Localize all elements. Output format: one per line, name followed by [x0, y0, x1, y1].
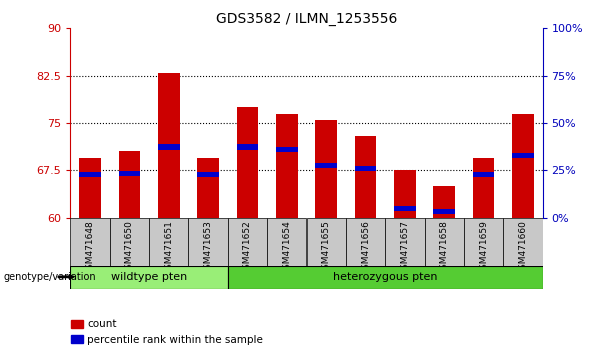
Text: GSM471657: GSM471657: [400, 220, 409, 275]
Bar: [394, 206, 416, 211]
Text: GSM471652: GSM471652: [243, 220, 252, 275]
Text: GSM471648: GSM471648: [86, 220, 94, 275]
Bar: [158, 144, 180, 149]
Bar: [355, 166, 376, 171]
Bar: [306, 218, 346, 267]
Bar: [70, 266, 228, 289]
Text: GSM471654: GSM471654: [283, 220, 291, 275]
Bar: [158, 73, 180, 218]
Bar: [503, 218, 543, 267]
Text: heterozygous pten: heterozygous pten: [333, 272, 438, 282]
Bar: [197, 172, 219, 177]
Bar: [473, 172, 494, 177]
Bar: [189, 218, 228, 267]
Bar: [355, 136, 376, 218]
Bar: [424, 218, 464, 267]
Text: GSM471659: GSM471659: [479, 220, 488, 275]
Legend: count, percentile rank within the sample: count, percentile rank within the sample: [66, 315, 267, 349]
Text: GSM471653: GSM471653: [204, 220, 213, 275]
Bar: [149, 218, 189, 267]
Bar: [464, 218, 503, 267]
Bar: [346, 218, 385, 267]
Title: GDS3582 / ILMN_1253556: GDS3582 / ILMN_1253556: [216, 12, 397, 26]
Bar: [276, 114, 298, 218]
Bar: [315, 163, 337, 168]
Bar: [512, 114, 534, 218]
Text: GSM471655: GSM471655: [322, 220, 330, 275]
Bar: [276, 147, 298, 152]
Bar: [197, 158, 219, 218]
Bar: [228, 266, 543, 289]
Bar: [79, 158, 101, 218]
Bar: [385, 218, 424, 267]
Text: GSM471651: GSM471651: [164, 220, 173, 275]
Bar: [228, 218, 267, 267]
Bar: [267, 218, 306, 267]
Bar: [119, 152, 140, 218]
Bar: [70, 218, 110, 267]
Bar: [119, 171, 140, 176]
Bar: [79, 172, 101, 177]
Text: wildtype pten: wildtype pten: [111, 272, 188, 282]
Text: GSM471660: GSM471660: [519, 220, 527, 275]
Bar: [394, 170, 416, 218]
Bar: [237, 144, 258, 149]
Bar: [433, 209, 455, 214]
Text: GSM471656: GSM471656: [361, 220, 370, 275]
Bar: [433, 186, 455, 218]
Text: genotype/variation: genotype/variation: [3, 272, 96, 282]
Bar: [315, 120, 337, 218]
Bar: [473, 158, 494, 218]
Text: GSM471658: GSM471658: [440, 220, 449, 275]
Bar: [512, 153, 534, 158]
Text: GSM471650: GSM471650: [125, 220, 134, 275]
Bar: [110, 218, 149, 267]
Bar: [237, 107, 258, 218]
